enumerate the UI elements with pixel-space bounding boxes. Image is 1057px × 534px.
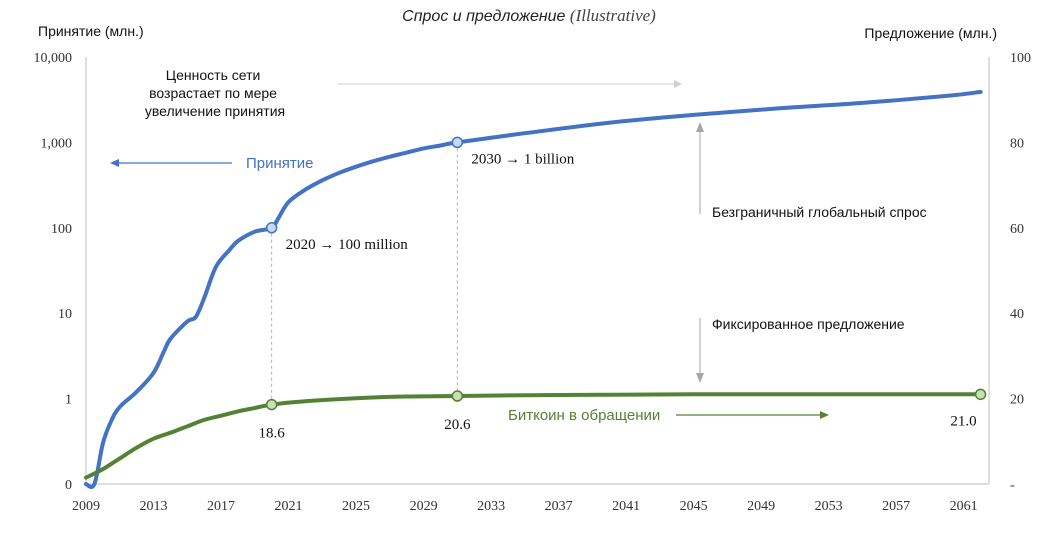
network-value-line-2: возрастает по мере xyxy=(149,85,277,101)
left-tick-label: 1 xyxy=(65,393,72,408)
right-tick-label: 100 xyxy=(1010,51,1031,66)
x-tick-label: 2033 xyxy=(477,499,505,514)
left-tick-label: 100 xyxy=(51,222,72,237)
marker-data-label: 20.6 xyxy=(444,417,471,433)
x-tick-label: 2017 xyxy=(207,499,235,514)
network-value-annotation: Ценность сети возрастает по мере увеличе… xyxy=(145,67,285,119)
right-tick-label: 80 xyxy=(1010,136,1024,151)
adoption-series-label: Принятие xyxy=(246,155,314,172)
left-tick-label: 10 xyxy=(58,307,72,322)
supply-marker xyxy=(265,398,278,411)
guide-lines xyxy=(271,142,458,405)
left-tick-label: 1,000 xyxy=(41,136,73,151)
left-axis-label: Принятие (млн.) xyxy=(38,23,144,39)
supply-arrowhead xyxy=(820,411,829,419)
right-tick-label: - xyxy=(1010,478,1015,493)
tick-labels: 2009 2013 2017 2021 2025 2029 2033 2037 2041 2045… xyxy=(34,51,1032,514)
left-tick-label: 0 xyxy=(65,478,72,493)
x-tick-label: 2029 xyxy=(410,499,438,514)
adoption-marker xyxy=(451,136,464,149)
chart-title-note: (Illustrative) xyxy=(570,6,656,25)
adoption-arrowhead xyxy=(110,159,119,167)
supply-marker xyxy=(451,390,464,402)
chart-title: Спрос и предложение (Illustrative) xyxy=(402,6,656,25)
right-tick-label: 40 xyxy=(1010,307,1024,322)
supply-series-label: Биткоин в обращении xyxy=(508,407,660,424)
network-value-line-3: увеличение принятия xyxy=(145,103,285,119)
x-tick-label: 2053 xyxy=(815,499,843,514)
left-tick-label: 10,000 xyxy=(34,51,73,66)
x-tick-label: 2009 xyxy=(72,499,100,514)
network-value-arrowhead xyxy=(674,80,682,88)
right-axis-label: Предложение (млн.) xyxy=(864,25,997,41)
marker-data-label: 2030 → 1 billion xyxy=(471,151,574,167)
demand-annotation: Безграничный глобальный спрос xyxy=(712,204,927,220)
demand-arrowhead xyxy=(696,122,704,132)
fixed-supply-arrowhead xyxy=(696,373,704,383)
fixed-supply-annotation: Фиксированное предложение xyxy=(712,316,905,332)
chart-title-main: Спрос и предложение xyxy=(402,8,565,25)
x-tick-label: 2061 xyxy=(950,499,978,514)
x-tick-label: 2025 xyxy=(342,499,370,514)
x-tick-label: 2041 xyxy=(612,499,640,514)
x-tick-label: 2013 xyxy=(140,499,168,514)
adoption-series-line xyxy=(84,89,983,489)
series-markers: 2020 → 100 million 2030 → 1 billion 18.6 20… xyxy=(259,136,987,442)
x-tick-label: 2021 xyxy=(275,499,303,514)
adoption-marker xyxy=(265,222,278,234)
marker-data-label: 21.0 xyxy=(950,413,976,429)
x-tick-label: 2037 xyxy=(545,499,573,514)
marker-data-label: 2020 → 100 million xyxy=(286,237,409,253)
network-value-line-1: Ценность сети xyxy=(166,67,261,83)
supply-marker xyxy=(974,388,987,401)
x-tick-label: 2057 xyxy=(882,499,910,514)
x-tick-label: 2045 xyxy=(680,499,708,514)
right-tick-label: 60 xyxy=(1010,222,1024,237)
x-tick-label: 2049 xyxy=(747,499,775,514)
marker-data-label: 18.6 xyxy=(259,426,286,442)
right-tick-label: 20 xyxy=(1010,393,1024,408)
